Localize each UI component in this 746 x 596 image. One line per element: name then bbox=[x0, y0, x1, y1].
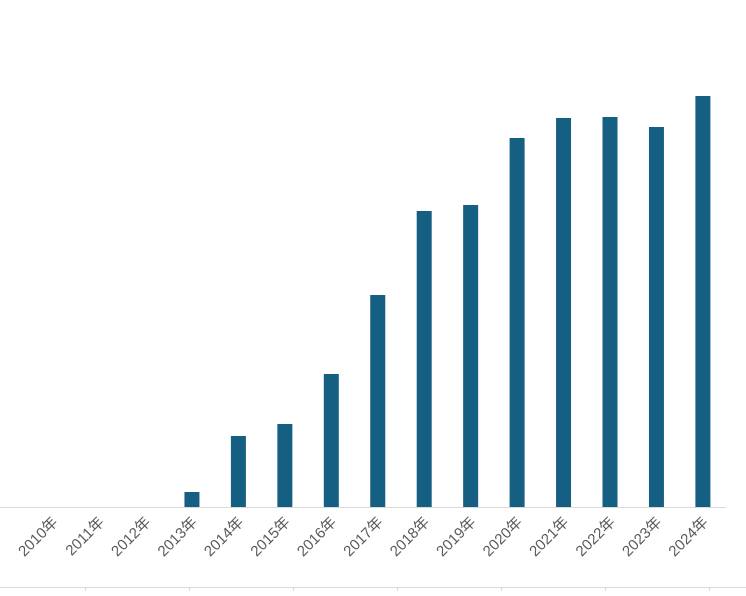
x-tick-label: 2018年 bbox=[387, 514, 433, 560]
bar bbox=[648, 127, 664, 507]
x-tick-label: 2010年 bbox=[15, 514, 61, 560]
outer-ticks bbox=[85, 587, 710, 591]
x-tick-label: 2021年 bbox=[526, 514, 572, 560]
bar bbox=[695, 96, 711, 507]
bar bbox=[323, 374, 339, 507]
x-tick-label: 2024年 bbox=[666, 514, 712, 560]
x-tick-label: 2023年 bbox=[619, 514, 665, 560]
bar bbox=[463, 205, 479, 507]
x-tick-label: 2011年 bbox=[62, 514, 107, 559]
x-tick-label: 2012年 bbox=[108, 514, 154, 560]
x-tick-label: 2013年 bbox=[155, 514, 201, 560]
bar bbox=[277, 424, 293, 507]
x-tick-label: 2022年 bbox=[573, 514, 619, 560]
x-tick-label: 2015年 bbox=[247, 514, 293, 560]
x-tick-label: 2017年 bbox=[340, 514, 386, 560]
x-tick-label: 2016年 bbox=[294, 514, 340, 560]
x-tick-label: 2014年 bbox=[201, 514, 247, 560]
bar bbox=[556, 118, 572, 507]
bar bbox=[602, 117, 618, 507]
bar bbox=[509, 138, 525, 507]
x-tick-label: 2019年 bbox=[433, 514, 479, 560]
bar bbox=[184, 492, 200, 507]
bar bbox=[416, 211, 432, 507]
x-tick-label: 2020年 bbox=[480, 514, 526, 560]
bar bbox=[370, 295, 386, 507]
bar bbox=[230, 436, 246, 507]
